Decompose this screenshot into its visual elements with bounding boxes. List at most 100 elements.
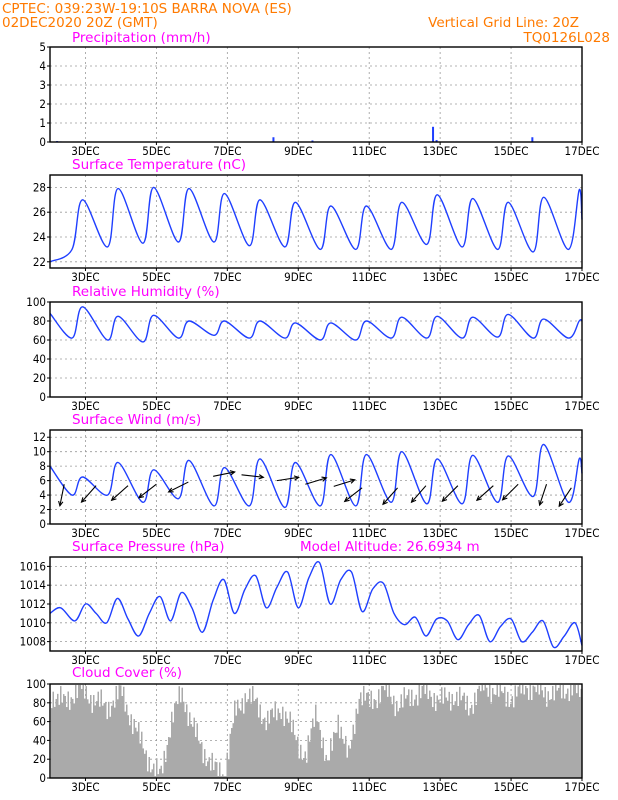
cloud-bar [525,685,527,778]
cloud-bar [318,722,320,778]
cloud-bar [58,704,60,778]
y-tick-label: 0 [39,517,46,531]
cloud-bar [486,687,488,778]
panel-precip: Precipitation (mm/h) 0 1 2 3 4 5 3DEC 5DEC 7DEC 9D… [39,30,599,158]
x-tick-label: 13DEC [423,526,458,540]
cloud-bar [289,711,291,778]
x-tick-label: 13DEC [423,653,458,667]
cloud-bar [379,703,381,778]
cloud-bar [429,690,431,778]
cloud-bar [385,684,387,778]
x-tick-label: 13DEC [423,144,458,158]
cloud-bar [387,696,389,778]
precip-bar [432,126,435,142]
wind-arrow-head [293,475,300,481]
cloud-bar [196,723,198,778]
cloud-bar [259,704,261,778]
cloud-bar [561,698,563,778]
wind-arrow-head [167,487,174,493]
cloud-bar [232,723,234,778]
cloud-bar [508,706,510,778]
x-tick-label: 9DEC [284,653,312,667]
cloud-bar [133,719,135,778]
cloud-bar [160,765,162,778]
cloud-bar [178,686,180,778]
cloud-bar [358,698,360,778]
cloud-bar [411,689,413,778]
cloud-bar [234,700,236,778]
wind-arrow [333,479,355,487]
cloud-bar [283,726,285,778]
gridlines-temp [50,175,583,268]
cloud-bar [82,684,84,778]
cloud-bar [265,730,267,778]
cloud-bar [354,733,356,778]
y-tick-label: 1012 [20,597,46,611]
cloud-bar [214,761,216,778]
cloud-bar [72,698,74,778]
x-tick-label: 17DEC [565,653,600,667]
panel-title-precip: Precipitation (mm/h) [72,30,211,46]
cloud-bar [454,701,456,778]
cloud-bar [412,705,414,778]
cloud-bar [85,686,87,778]
cloud-bar [367,692,369,778]
cloud-bar [469,708,471,778]
cloud-bar [147,771,149,778]
cloud-bar [510,703,512,778]
cloud-bar [526,688,528,778]
cloud-bar [480,691,482,778]
y-tick-label: 40 [33,733,46,747]
cloud-bar [223,776,225,778]
panel-frame-pressure [49,556,583,652]
y-tick-label: 20 [33,752,46,766]
cloud-bar [435,710,437,778]
cloud-bars [51,684,582,778]
cloud-bar [52,691,54,778]
cloud-bar [346,757,348,778]
cloud-bar [210,770,212,778]
cloud-bar [255,699,257,778]
x-tick-label: 3DEC [71,653,99,667]
cloud-bar [528,699,530,778]
x-tick-label: 13DEC [423,780,458,794]
y-tick-label: 26 [33,205,46,219]
cloud-bar [507,691,509,778]
precip-bar [435,140,438,142]
series-line-temp [49,186,583,263]
cloud-bar [270,709,272,778]
x-tick-label: 15DEC [494,653,529,667]
cloud-bar [250,703,252,778]
cloud-bar [154,776,156,778]
cloud-bar [399,707,401,778]
y-tick-label: 0 [39,390,46,404]
panel-frame-cloud [49,683,583,779]
cloud-bar [121,696,123,778]
y-tick-label: 1014 [20,578,46,592]
cloud-bar [87,699,89,778]
cloud-bar [94,705,96,778]
cloud-bar [547,691,549,778]
wind-arrow-head [382,499,388,506]
cloud-bar [274,701,276,778]
cloud-bar [397,711,399,778]
cloud-bar [369,706,371,778]
cloud-bar [319,729,321,778]
panel-temp: Surface Temperature (nC) 22 24 26 28 3DEC 5DEC… [33,157,600,284]
cloud-bar [334,732,336,778]
wind-arrow [305,477,327,485]
cloud-bar [331,750,333,778]
gridlines-pressure [50,557,583,651]
cloud-bar [465,709,467,778]
x-tick-label: 5DEC [142,780,170,794]
cloud-bar [471,704,473,778]
cloud-bar [420,698,422,778]
x-tick-label: 3DEC [71,780,99,794]
y-tick-label: 2 [39,97,46,111]
cloud-bar [175,701,177,778]
cloud-bar [330,738,332,778]
y-tick-label: 1 [39,116,46,130]
cloud-bar [517,686,519,778]
cloud-bar [501,691,503,778]
